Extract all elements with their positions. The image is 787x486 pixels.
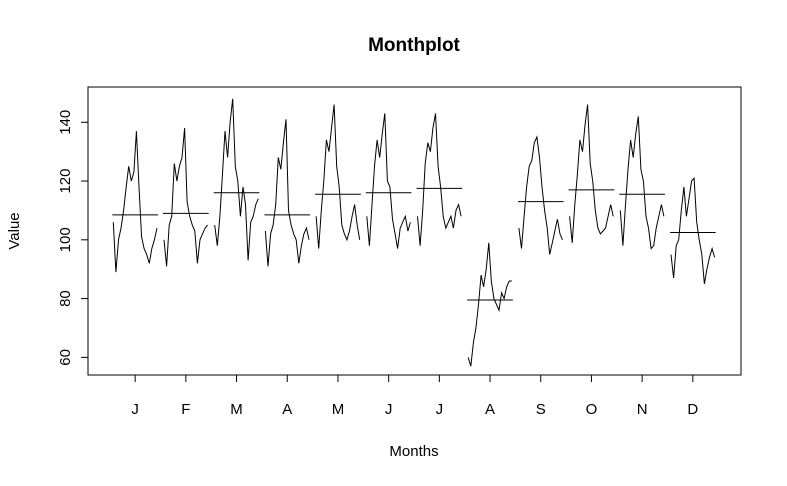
x-axis-label: Months [389, 443, 438, 460]
sub-series-line [163, 128, 208, 267]
sub-series-line [112, 131, 158, 273]
x-tick-label: O [586, 401, 598, 418]
y-tick-label: 80 [57, 290, 74, 307]
sub-series-line [417, 113, 462, 246]
x-tick-label: A [485, 401, 495, 418]
x-tick-label: J [131, 401, 139, 418]
x-tick-label: F [181, 401, 190, 418]
y-tick-label: 100 [57, 227, 74, 252]
x-tick-label: N [637, 401, 648, 418]
sub-series-line [366, 113, 411, 249]
sub-series-line [467, 242, 512, 367]
x-tick-label: M [230, 401, 243, 418]
sub-series-line [569, 104, 614, 243]
chart-title: Monthplot [368, 35, 460, 56]
sub-series-line [619, 116, 665, 250]
y-tick-label: 60 [57, 349, 74, 366]
sub-series-line [670, 176, 716, 284]
sub-series-line [518, 135, 563, 255]
x-tick-label: J [436, 401, 444, 418]
sub-series-line [264, 119, 310, 267]
sub-series-line [214, 98, 259, 261]
y-tick-label: 140 [57, 110, 74, 135]
x-tick-label: A [282, 401, 292, 418]
sub-series-line [315, 104, 361, 249]
y-axis-label: Value [6, 212, 23, 249]
x-tick-label: D [687, 401, 698, 418]
y-tick-label: 120 [57, 169, 74, 194]
x-tick-label: S [536, 401, 546, 418]
x-tick-label: J [385, 401, 393, 418]
plot-frame [87, 86, 742, 376]
x-tick-label: M [332, 401, 345, 418]
